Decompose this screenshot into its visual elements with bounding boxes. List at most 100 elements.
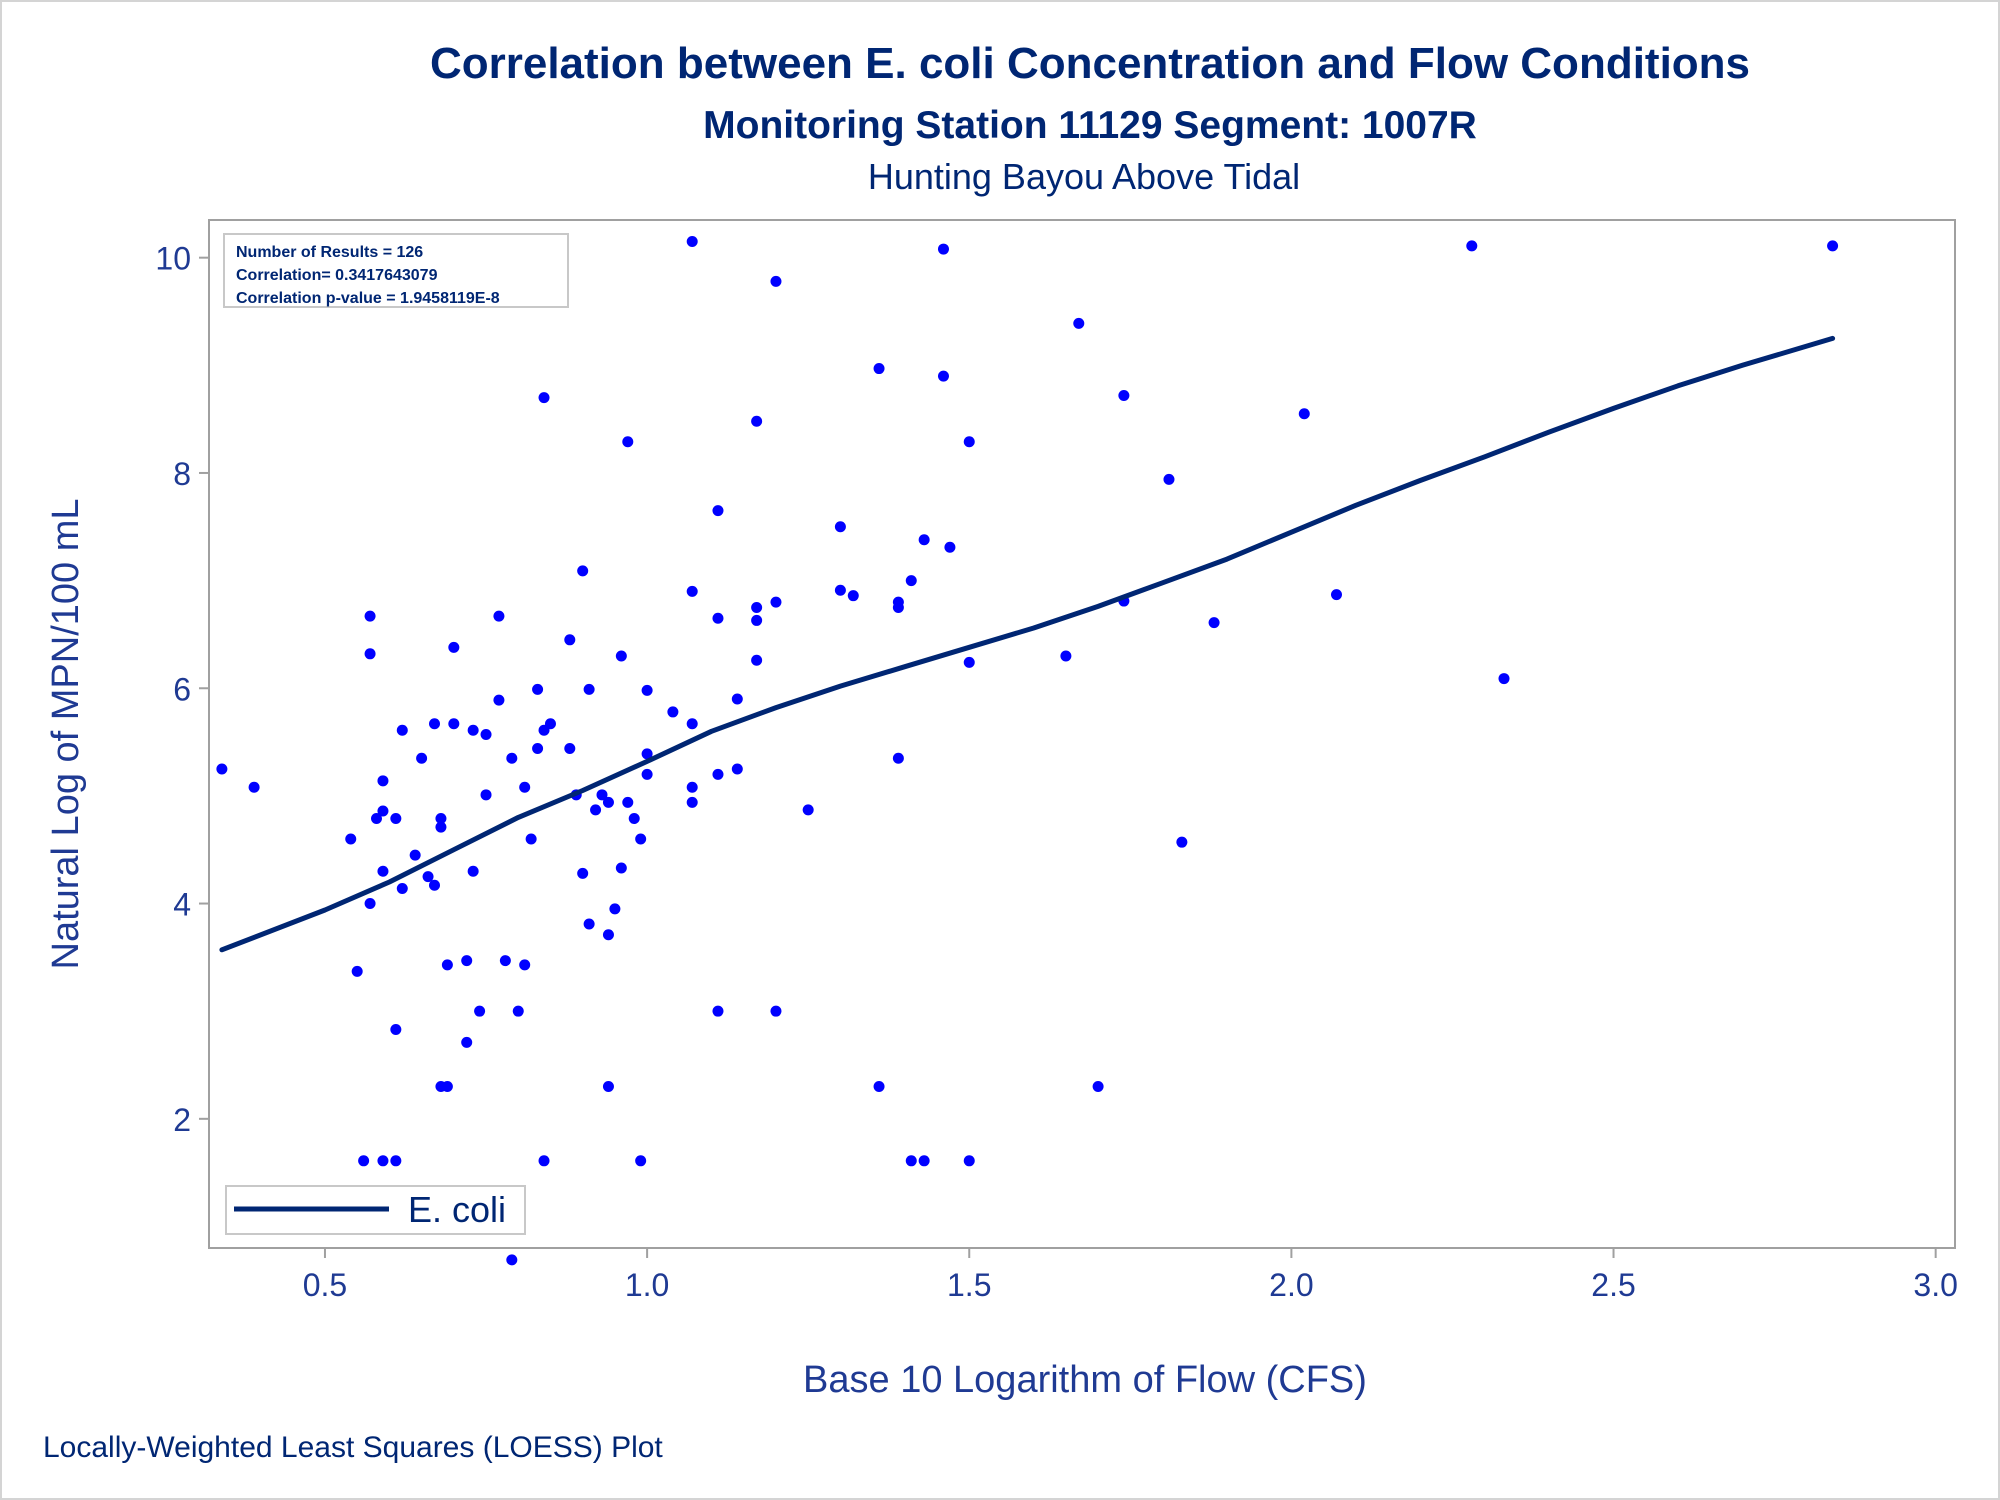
data-point xyxy=(1827,240,1839,252)
data-point xyxy=(963,436,975,448)
data-points xyxy=(216,236,1839,1266)
data-point xyxy=(396,882,408,894)
data-point xyxy=(461,955,473,967)
data-point xyxy=(377,1155,389,1167)
data-point xyxy=(615,650,627,662)
data-point xyxy=(963,1155,975,1167)
data-point xyxy=(583,918,595,930)
data-point xyxy=(577,867,589,879)
data-point xyxy=(905,575,917,587)
data-point xyxy=(602,929,614,941)
data-point xyxy=(686,796,698,808)
x-axis: 0.5 1.0 1.5 2.0 2.5 3.0 xyxy=(303,1248,1958,1303)
data-point xyxy=(622,796,634,808)
data-point xyxy=(512,1005,524,1017)
data-point xyxy=(1498,673,1510,685)
data-point xyxy=(635,1155,647,1167)
data-point xyxy=(751,602,763,614)
info-box-frame xyxy=(223,233,569,308)
data-point xyxy=(751,614,763,626)
legend-label: E. coli xyxy=(408,1189,506,1230)
data-point xyxy=(615,862,627,874)
data-point xyxy=(248,781,260,793)
data-point xyxy=(364,648,376,660)
data-point xyxy=(686,585,698,597)
data-point xyxy=(641,768,653,780)
data-point xyxy=(351,965,363,977)
info-results-count: Number of Results = 126 xyxy=(236,244,423,261)
data-point xyxy=(686,236,698,248)
info-correlation: Correlation= 0.3417643079 xyxy=(236,267,438,284)
data-point xyxy=(474,1005,486,1017)
data-point xyxy=(364,898,376,910)
info-box: Number of Results = 126 Correlation= 0.3… xyxy=(223,233,569,308)
data-point xyxy=(409,849,421,861)
data-point xyxy=(364,610,376,622)
data-point xyxy=(1163,473,1175,485)
data-point xyxy=(590,804,602,816)
data-point xyxy=(564,743,576,755)
data-point xyxy=(467,865,479,877)
data-point xyxy=(635,833,647,845)
data-point xyxy=(577,565,589,577)
data-point xyxy=(751,415,763,427)
data-point xyxy=(963,656,975,668)
legend: E. coli xyxy=(225,1185,526,1235)
y-tick-label: 6 xyxy=(173,671,191,707)
data-point xyxy=(538,1155,550,1167)
y-axis: 2 4 6 8 10 xyxy=(155,241,209,1138)
data-point xyxy=(770,596,782,608)
data-point xyxy=(1208,617,1220,629)
plot-area xyxy=(208,219,1956,1249)
data-point xyxy=(602,1081,614,1093)
data-point xyxy=(944,541,956,553)
data-point xyxy=(448,641,460,653)
y-axis-label: Natural Log of MPN/100 mL xyxy=(45,498,87,969)
data-point xyxy=(1176,836,1188,848)
data-point xyxy=(1466,240,1478,252)
data-point xyxy=(428,879,440,891)
data-point xyxy=(731,763,743,775)
data-point xyxy=(461,1036,473,1048)
data-point xyxy=(712,505,724,517)
data-point xyxy=(506,752,518,764)
data-point xyxy=(377,775,389,787)
data-point xyxy=(751,654,763,666)
data-point xyxy=(467,724,479,736)
x-tick-label: 3.0 xyxy=(1913,1267,1957,1303)
data-point xyxy=(448,718,460,730)
x-tick-label: 2.0 xyxy=(1269,1267,1313,1303)
data-point xyxy=(609,903,621,915)
footnote: Locally-Weighted Least Squares (LOESS) P… xyxy=(43,1431,663,1464)
data-point xyxy=(435,813,447,825)
y-tick-label: 10 xyxy=(155,241,191,277)
info-p-value: Correlation p-value = 1.9458119E-8 xyxy=(236,290,500,307)
data-point xyxy=(441,959,453,971)
data-point xyxy=(428,718,440,730)
data-point xyxy=(480,729,492,741)
data-point xyxy=(1060,650,1072,662)
data-point xyxy=(493,694,505,706)
data-point xyxy=(1092,1081,1104,1093)
data-point xyxy=(628,813,640,825)
data-point xyxy=(847,590,859,602)
data-point xyxy=(1073,317,1085,329)
data-point xyxy=(712,612,724,624)
data-point xyxy=(1298,408,1310,420)
data-point xyxy=(1330,589,1342,601)
data-point xyxy=(873,363,885,375)
data-point xyxy=(937,370,949,382)
data-point xyxy=(596,789,608,801)
data-point xyxy=(641,684,653,696)
data-point xyxy=(506,1254,518,1266)
data-point xyxy=(499,955,511,967)
data-point xyxy=(712,768,724,780)
data-point xyxy=(377,865,389,877)
data-point xyxy=(519,781,531,793)
data-point xyxy=(390,813,402,825)
data-point xyxy=(583,683,595,695)
x-tick-label: 2.5 xyxy=(1591,1267,1635,1303)
data-point xyxy=(416,752,428,764)
chart-subtitle-2: Hunting Bayou Above Tidal xyxy=(868,156,1300,197)
